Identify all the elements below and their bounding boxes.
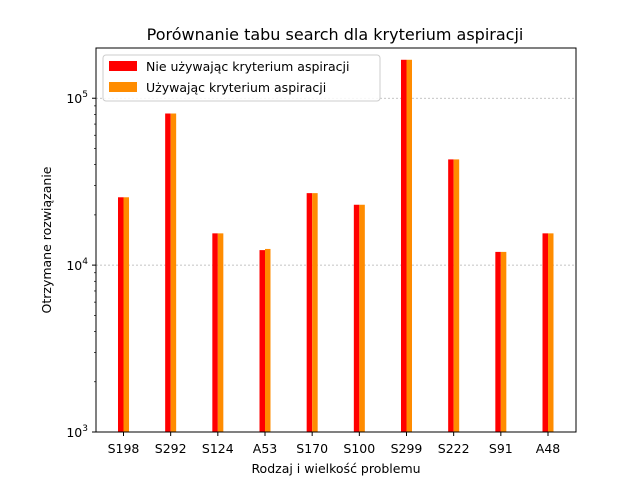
bars-group: [118, 59, 554, 433]
bar-S100-series-2: [359, 204, 365, 432]
bar-S222-series-2: [453, 159, 460, 432]
x-tick-label: S299: [391, 441, 423, 456]
y-tick-label: 105: [66, 90, 88, 106]
bar-A48-series-2: [548, 233, 554, 432]
y-axis: 103 104 105: [66, 90, 96, 440]
bar-S292-series-1: [165, 113, 171, 432]
x-tick-label: S170: [296, 441, 328, 456]
x-tick-label: S91: [489, 441, 513, 456]
x-axis-label: Rodzaj i wielkość problemu: [251, 461, 420, 476]
bar-A53-series-2: [265, 248, 271, 432]
legend-label-series-2: Używając kryterium aspiracji: [146, 80, 326, 95]
bar-S91-series-1: [495, 251, 501, 432]
x-tick-label: S292: [155, 441, 187, 456]
bar-S299-series-1: [401, 59, 407, 433]
x-tick-label: A48: [536, 441, 561, 456]
bar-S198-series-2: [123, 197, 129, 432]
bar-S100-series-1: [353, 204, 360, 432]
x-tick-label: S222: [438, 441, 470, 456]
x-tick-label: S198: [108, 441, 140, 456]
bar-S124-series-1: [212, 233, 218, 432]
x-tick-label: A53: [253, 441, 277, 456]
bar-A48-series-1: [542, 233, 548, 432]
legend-swatch-series-2: [109, 82, 137, 92]
plot-frame: [95, 47, 577, 433]
x-tick-label: S100: [343, 441, 375, 456]
x-tick-label: S124: [202, 441, 234, 456]
legend: Nie używając kryterium aspiracji Używają…: [102, 54, 381, 102]
bar-S170-series-1: [306, 193, 313, 432]
bar-S198-series-1: [118, 197, 124, 432]
y-tick-label: 104: [66, 257, 88, 273]
bar-S124-series-2: [217, 233, 224, 432]
bar-S91-series-2: [500, 251, 507, 432]
x-axis: S198 S292 S124 A53 S170 S100 S299 S222 S91 A48: [108, 432, 561, 456]
legend-swatch-series-1: [109, 61, 137, 71]
chart-title: Porównanie tabu search dla kryterium asp…: [147, 25, 524, 44]
y-axis-label: Otrzymane rozwiązanie: [39, 166, 54, 313]
bar-A53-series-1: [259, 250, 265, 432]
bar-S170-series-2: [312, 193, 318, 432]
bar-S292-series-2: [170, 113, 177, 432]
y-tick-label: 103: [66, 424, 88, 440]
bar-S299-series-2: [406, 59, 412, 433]
bar-S222-series-1: [448, 159, 454, 432]
legend-box: [102, 54, 381, 102]
legend-label-series-1: Nie używając kryterium aspiracji: [146, 59, 349, 74]
